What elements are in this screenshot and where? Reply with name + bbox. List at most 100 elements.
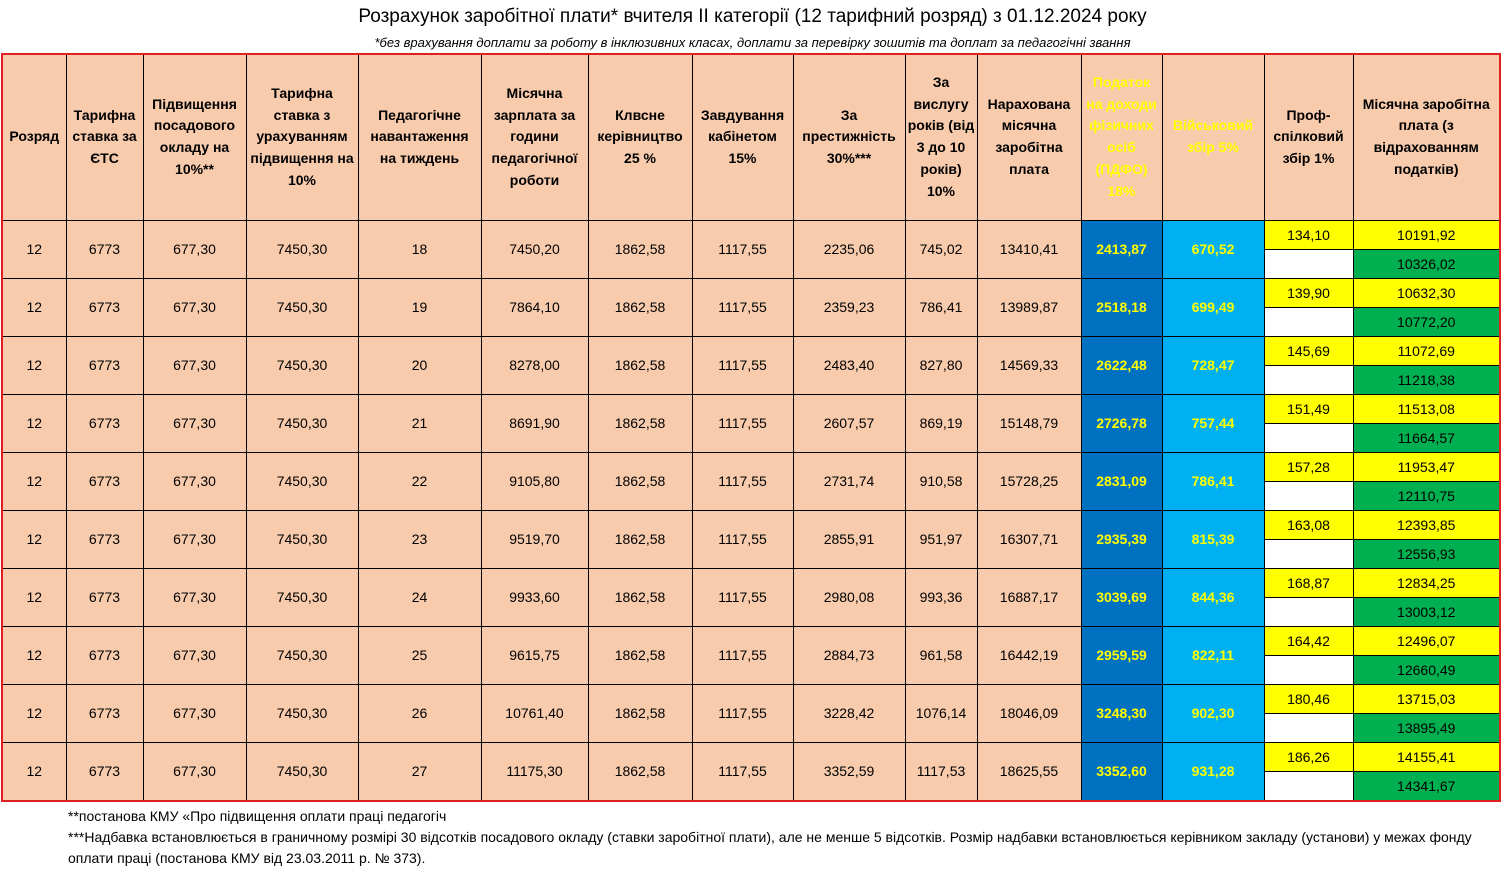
footnotes: **постанова КМУ «Про підвищення оплати п… xyxy=(68,806,1488,869)
cell-monthly: 8278,00 xyxy=(480,335,589,395)
cell-rate: 6773 xyxy=(65,509,144,569)
cell-military: 844,36 xyxy=(1161,567,1265,627)
cell-union-empty xyxy=(1263,712,1354,743)
cell-military: 815,39 xyxy=(1161,509,1265,569)
cell-seniority: 786,41 xyxy=(904,277,978,337)
cell-union-empty xyxy=(1263,422,1354,453)
cell-military: 757,44 xyxy=(1161,393,1265,453)
cell-accrued: 14569,33 xyxy=(976,335,1082,395)
cell-military: 670,52 xyxy=(1161,219,1265,279)
cell-net-without-union: 11072,69 xyxy=(1352,335,1501,366)
cell-cabinet: 1117,55 xyxy=(691,567,794,627)
header-class: Клвсне керівництво 25 % xyxy=(587,53,693,221)
cell-union-empty xyxy=(1263,364,1354,395)
cell-increase: 677,30 xyxy=(142,219,247,279)
header-row: Розряд Тарифна ставка за ЄТС Підвищення … xyxy=(1,53,1501,221)
cell-seniority: 993,36 xyxy=(904,567,978,627)
cell-union: 168,87 xyxy=(1263,567,1354,598)
cell-seniority: 910,58 xyxy=(904,451,978,511)
cell-net-without-union: 10632,30 xyxy=(1352,277,1501,308)
cell-prestige: 2980,08 xyxy=(792,567,906,627)
cell-grade: 12 xyxy=(1,451,67,511)
table-row: 12 6773 677,30 7450,30 26 10761,40 1862,58 1117… xyxy=(1,683,1501,743)
cell-union: 157,28 xyxy=(1263,451,1354,482)
cell-seniority: 951,97 xyxy=(904,509,978,569)
cell-grade: 12 xyxy=(1,277,67,337)
header-rate: Тарифна ставка за ЄТС xyxy=(65,53,144,221)
cell-rate: 6773 xyxy=(65,567,144,627)
cell-load: 20 xyxy=(357,335,482,395)
cell-class: 1862,58 xyxy=(587,219,693,279)
cell-pdfo: 2518,18 xyxy=(1080,277,1163,337)
footnote-1: **постанова КМУ «Про підвищення оплати п… xyxy=(68,808,447,824)
cell-union-empty xyxy=(1263,306,1354,337)
cell-load: 23 xyxy=(357,509,482,569)
cell-prestige: 2855,91 xyxy=(792,509,906,569)
cell-prestige: 3352,59 xyxy=(792,741,906,801)
cell-load: 25 xyxy=(357,625,482,685)
cell-union-empty xyxy=(1263,596,1354,627)
cell-union: 186,26 xyxy=(1263,741,1354,772)
cell-increase: 677,30 xyxy=(142,393,247,453)
cell-accrued: 18625,55 xyxy=(976,741,1082,801)
cell-prestige: 2607,57 xyxy=(792,393,906,453)
cell-accrued: 15148,79 xyxy=(976,393,1082,453)
cell-pdfo: 2959,59 xyxy=(1080,625,1163,685)
cell-union-empty xyxy=(1263,654,1354,685)
cell-monthly: 7450,20 xyxy=(480,219,589,279)
cell-class: 1862,58 xyxy=(587,741,693,801)
cell-accrued: 15728,25 xyxy=(976,451,1082,511)
table-row: 12 6773 677,30 7450,30 21 8691,90 1862,58 1117,… xyxy=(1,393,1501,453)
cell-pdfo: 3352,60 xyxy=(1080,741,1163,801)
cell-net-without-union: 11953,47 xyxy=(1352,451,1501,482)
cell-military: 902,30 xyxy=(1161,683,1265,743)
cell-rate-inc: 7450,30 xyxy=(245,567,359,627)
table-row-sub: 10772,20 xyxy=(2,306,1501,337)
cell-class: 1862,58 xyxy=(587,625,693,685)
cell-class: 1862,58 xyxy=(587,393,693,453)
header-net: Місячна заробітна плата (з відрахованням… xyxy=(1352,53,1501,221)
cell-rate: 6773 xyxy=(65,741,144,801)
page-subtitle: *без врахування доплати за роботу в інкл… xyxy=(374,35,1131,50)
cell-rate: 6773 xyxy=(65,683,144,743)
cell-grade: 12 xyxy=(1,625,67,685)
cell-increase: 677,30 xyxy=(142,335,247,395)
cell-increase: 677,30 xyxy=(142,625,247,685)
cell-union: 180,46 xyxy=(1263,683,1354,714)
cell-union: 145,69 xyxy=(1263,335,1354,366)
cell-union: 164,42 xyxy=(1263,625,1354,656)
cell-net-without-union: 12496,07 xyxy=(1352,625,1501,656)
cell-pdfo: 3248,30 xyxy=(1080,683,1163,743)
cell-seniority: 1076,14 xyxy=(904,683,978,743)
cell-prestige: 2731,74 xyxy=(792,451,906,511)
cell-cabinet: 1117,55 xyxy=(691,741,794,801)
cell-cabinet: 1117,55 xyxy=(691,683,794,743)
cell-net-without-union: 11513,08 xyxy=(1352,393,1501,424)
cell-grade: 12 xyxy=(1,219,67,279)
cell-accrued: 16307,71 xyxy=(976,509,1082,569)
cell-net-alt: 13003,12 xyxy=(1352,596,1501,627)
cell-net-alt: 12660,49 xyxy=(1352,654,1501,685)
cell-class: 1862,58 xyxy=(587,509,693,569)
cell-monthly: 9105,80 xyxy=(480,451,589,511)
cell-load: 24 xyxy=(357,567,482,627)
cell-pdfo: 3039,69 xyxy=(1080,567,1163,627)
cell-seniority: 961,58 xyxy=(904,625,978,685)
cell-union-empty xyxy=(1263,248,1354,279)
table-row-sub: 14341,67 xyxy=(2,770,1501,801)
cell-seniority: 1117,53 xyxy=(904,741,978,801)
cell-rate: 6773 xyxy=(65,219,144,279)
cell-seniority: 869,19 xyxy=(904,393,978,453)
cell-increase: 677,30 xyxy=(142,509,247,569)
cell-rate-inc: 7450,30 xyxy=(245,509,359,569)
cell-class: 1862,58 xyxy=(587,335,693,395)
cell-accrued: 18046,09 xyxy=(976,683,1082,743)
cell-monthly: 9519,70 xyxy=(480,509,589,569)
cell-class: 1862,58 xyxy=(587,567,693,627)
header-seniority: За вислугу років (від 3 до 10 років) 10% xyxy=(904,53,978,221)
header-military: Військовий збір 5% xyxy=(1161,53,1265,221)
cell-cabinet: 1117,55 xyxy=(691,219,794,279)
cell-rate-inc: 7450,30 xyxy=(245,219,359,279)
cell-union-empty xyxy=(1263,480,1354,511)
cell-net-without-union: 12393,85 xyxy=(1352,509,1501,540)
